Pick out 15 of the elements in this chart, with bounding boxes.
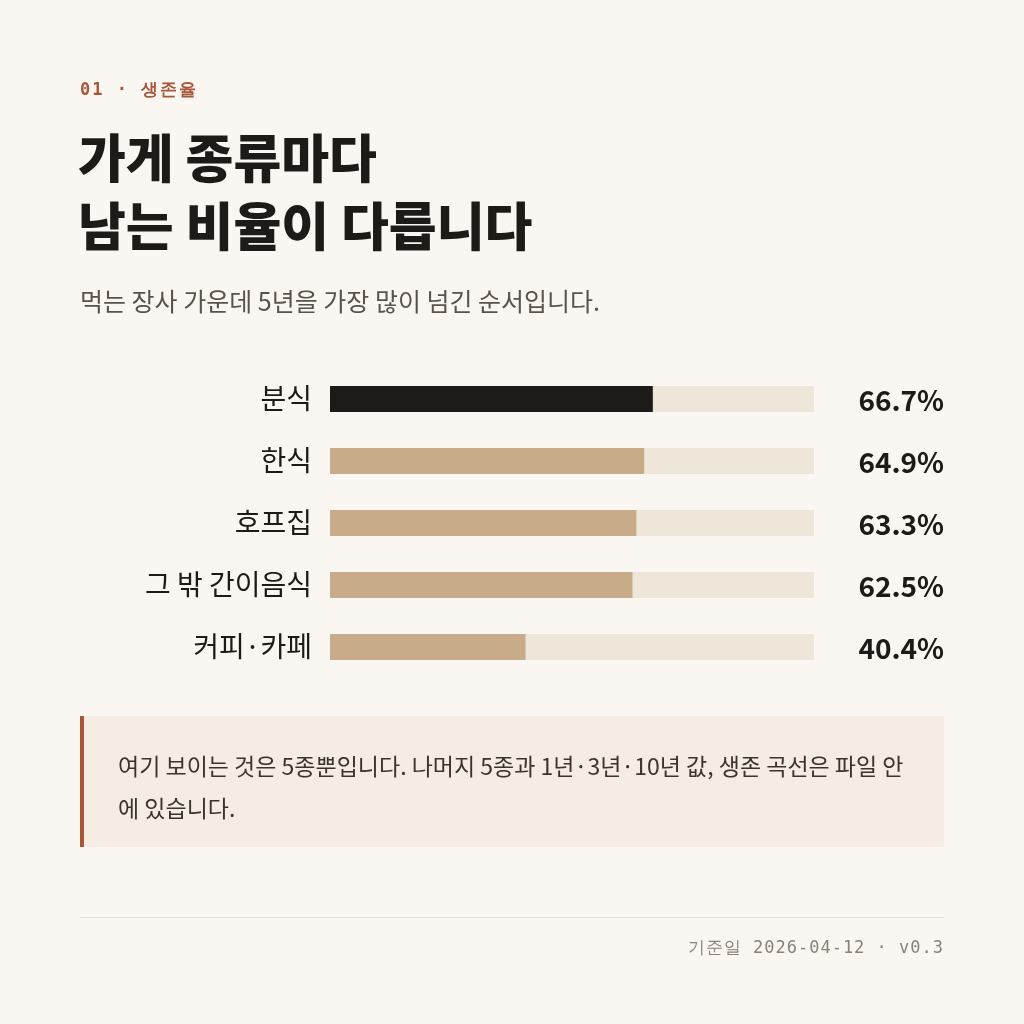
data-label: 63.3% — [858, 503, 945, 543]
y-tick-label: 커피·카페 — [193, 624, 312, 665]
y-tick-label: 그 밖 간이음식 — [144, 562, 312, 603]
data-label: 40.4% — [858, 627, 945, 667]
chart-title: 가게 종류마다 남는 비율이 다릅니다 — [78, 118, 533, 261]
chart-subtitle: 먹는 장사 가운데 5년을 가장 많이 넘긴 순서입니다. — [80, 282, 601, 318]
y-tick-label: 분식 — [260, 376, 312, 417]
text: 여기 보이는 것은 5종뿐입니다. 나머지 5종과 1년·3년·10년 값, 생존 곡선은 파일 안에 있습니다. — [80, 716, 944, 847]
y-tick-label: 한식 — [260, 438, 312, 479]
text: 기준일 2026-04-12 · v0.3 — [687, 936, 944, 959]
text: 01 · 생존율 — [80, 78, 199, 101]
y-tick-label: 호프집 — [234, 500, 312, 541]
data-label: 66.7% — [858, 379, 945, 419]
data-label: 64.9% — [858, 441, 945, 481]
data-label: 62.5% — [858, 565, 945, 605]
